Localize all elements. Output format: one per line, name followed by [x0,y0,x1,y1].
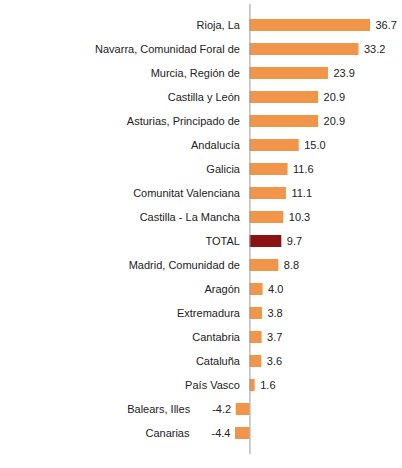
svg-text:10.3: 10.3 [289,211,310,223]
svg-text:Balears, Illes: Balears, Illes [127,403,190,415]
svg-text:Canarias: Canarias [145,427,190,439]
svg-text:1.6: 1.6 [260,379,275,391]
svg-text:20.9: 20.9 [324,115,345,127]
svg-text:11.1: 11.1 [291,187,312,199]
svg-text:Rioja, La: Rioja, La [197,19,241,31]
svg-text:15.0: 15.0 [304,139,325,151]
svg-text:Navarra, Comunidad Foral de: Navarra, Comunidad Foral de [95,43,240,55]
svg-text:4.0: 4.0 [268,283,283,295]
svg-text:8.8: 8.8 [284,259,299,271]
svg-text:Asturias, Principado de: Asturias, Principado de [127,115,240,127]
svg-text:Madrid, Comunidad de: Madrid, Comunidad de [129,259,240,271]
svg-text:Murcia, Región de: Murcia, Región de [151,67,240,79]
svg-text:Aragón: Aragón [204,283,239,295]
svg-text:3.8: 3.8 [267,307,282,319]
svg-text:TOTAL: TOTAL [206,235,240,247]
svg-text:9.7: 9.7 [287,235,302,247]
svg-text:Cantabria: Cantabria [192,331,241,343]
svg-text:Extremadura: Extremadura [177,307,241,319]
svg-text:33.2: 33.2 [364,43,385,55]
svg-text:20.9: 20.9 [324,91,345,103]
svg-text:Galicia: Galicia [206,163,241,175]
svg-text:-4.4: -4.4 [212,427,231,439]
svg-text:36.7: 36.7 [376,19,397,31]
svg-text:3.7: 3.7 [267,331,282,343]
svg-text:Castilla - La Mancha: Castilla - La Mancha [140,211,241,223]
svg-text:País Vasco: País Vasco [185,379,240,391]
svg-text:3.6: 3.6 [267,355,282,367]
svg-text:Andalucía: Andalucía [191,139,241,151]
svg-text:11.6: 11.6 [293,163,314,175]
svg-text:Cataluña: Cataluña [196,355,241,367]
svg-text:Comunitat Valenciana: Comunitat Valenciana [133,187,241,199]
svg-text:23.9: 23.9 [333,67,354,79]
svg-text:-4.2: -4.2 [212,403,231,415]
svg-text:Castilla y León: Castilla y León [168,91,240,103]
